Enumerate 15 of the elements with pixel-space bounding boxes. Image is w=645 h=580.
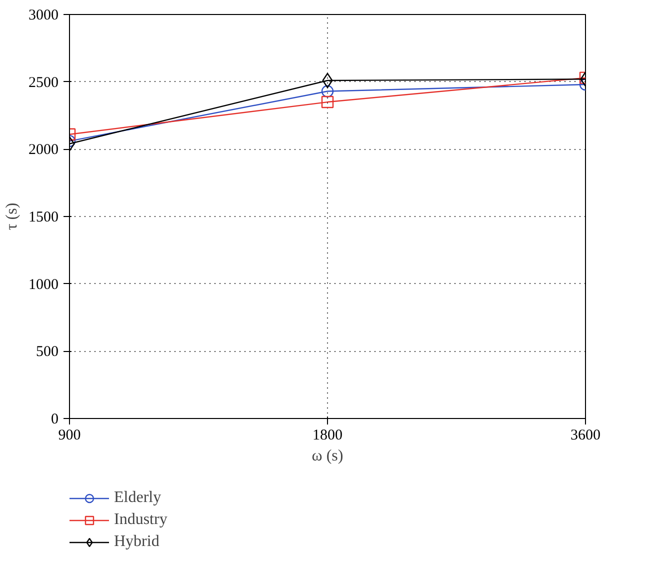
legend-label: Industry: [114, 511, 168, 529]
y-tick-label: 3000: [28, 8, 58, 24]
x-tick-label: 900: [58, 428, 81, 444]
y-tick-label: 500: [36, 344, 58, 360]
y-tick-label: 1500: [28, 210, 58, 226]
y-tick-label: 1000: [28, 276, 58, 293]
x-axis-title: ω (s): [312, 448, 344, 464]
y-axis-title: τ (s): [4, 202, 20, 230]
y-tick-label: 0: [51, 412, 58, 428]
x-tick-label: 1800: [312, 428, 342, 444]
legend-label: Elderly: [114, 489, 162, 507]
legend-label: Hybrid: [114, 533, 160, 551]
x-tick-label: 3600: [570, 428, 600, 444]
y-tick-label: 2000: [28, 142, 58, 158]
y-tick-label: 2500: [28, 74, 58, 91]
